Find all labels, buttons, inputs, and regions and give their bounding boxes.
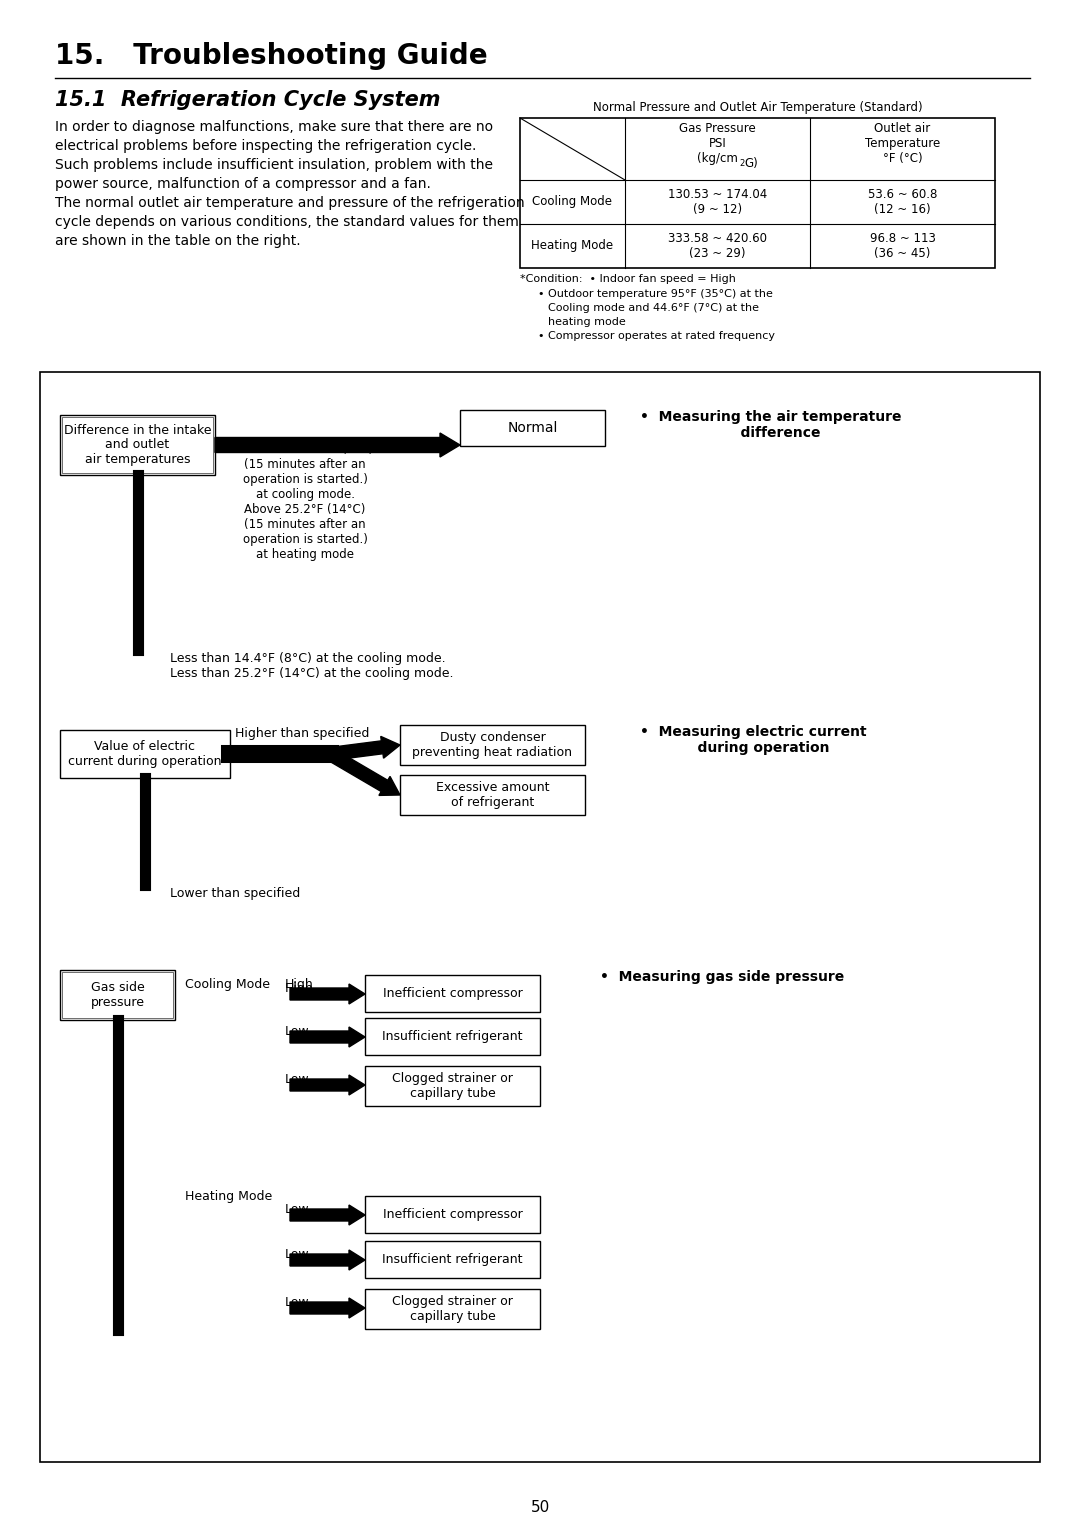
Text: Insufficient refrigerant: Insufficient refrigerant	[382, 1254, 523, 1266]
Text: Excessive amount
of refrigerant: Excessive amount of refrigerant	[435, 780, 550, 809]
Text: 15.   Troubleshooting Guide: 15. Troubleshooting Guide	[55, 43, 488, 70]
Text: Outlet air
Temperature
°F (°C): Outlet air Temperature °F (°C)	[865, 122, 940, 165]
Text: Such problems include insufficient insulation, problem with the: Such problems include insufficient insul…	[55, 157, 492, 173]
Polygon shape	[291, 1298, 365, 1318]
Text: Low: Low	[285, 1296, 310, 1309]
Text: Gas side
pressure: Gas side pressure	[91, 980, 145, 1009]
Polygon shape	[291, 983, 365, 1003]
Text: 53.6 ~ 60.8
(12 ~ 16): 53.6 ~ 60.8 (12 ~ 16)	[868, 188, 937, 215]
Text: Difference in the intake
and outlet
air temperatures: Difference in the intake and outlet air …	[64, 423, 212, 467]
Bar	[460, 411, 605, 446]
Bar	[519, 118, 995, 269]
Text: Low: Low	[285, 1025, 310, 1038]
Polygon shape	[291, 1028, 365, 1048]
Text: G): G)	[744, 157, 758, 169]
Polygon shape	[215, 434, 460, 457]
Text: High: High	[285, 982, 314, 996]
Text: Higher than specified: Higher than specified	[235, 727, 369, 741]
Text: Gas Pressure
PSI
(kg/cm: Gas Pressure PSI (kg/cm	[679, 122, 756, 165]
Text: •  Measuring electric current
    during operation: • Measuring electric current during oper…	[640, 725, 866, 756]
Text: Heating Mode: Heating Mode	[185, 1190, 272, 1203]
Text: Clogged strainer or
capillary tube: Clogged strainer or capillary tube	[392, 1072, 513, 1099]
Text: Cooling Mode: Cooling Mode	[185, 977, 270, 991]
Text: Low: Low	[285, 1203, 310, 1215]
Text: The normal outlet air temperature and pressure of the refrigeration: The normal outlet air temperature and pr…	[55, 195, 525, 211]
Text: 96.8 ~ 113
(36 ~ 45): 96.8 ~ 113 (36 ~ 45)	[869, 232, 935, 260]
Bar	[365, 976, 540, 1012]
Text: Heating Mode: Heating Mode	[531, 240, 613, 252]
Bar	[365, 1241, 540, 1278]
Text: • Outdoor temperature 95°F (35°C) at the: • Outdoor temperature 95°F (35°C) at the	[538, 289, 773, 299]
Text: Less than 14.4°F (8°C) at the cooling mode.
Less than 25.2°F (14°C) at the cooli: Less than 14.4°F (8°C) at the cooling mo…	[170, 652, 454, 680]
Text: Low: Low	[285, 1073, 310, 1086]
Bar	[400, 776, 585, 815]
Bar	[62, 973, 173, 1019]
Text: 130.53 ~ 174.04
(9 ~ 12): 130.53 ~ 174.04 (9 ~ 12)	[667, 188, 767, 215]
Bar	[400, 725, 585, 765]
Bar	[365, 1066, 540, 1106]
Polygon shape	[329, 736, 400, 760]
Text: •  Measuring the air temperature
    difference: • Measuring the air temperature differen…	[640, 411, 902, 440]
Text: Inefficient compressor: Inefficient compressor	[382, 986, 523, 1000]
Text: power source, malfunction of a compressor and a fan.: power source, malfunction of a compresso…	[55, 177, 431, 191]
Text: are shown in the table on the right.: are shown in the table on the right.	[55, 234, 300, 247]
Polygon shape	[291, 1075, 365, 1095]
Text: High: High	[285, 977, 314, 991]
Bar	[60, 415, 215, 475]
Text: Low: Low	[285, 1248, 310, 1261]
Text: electrical problems before inspecting the refrigeration cycle.: electrical problems before inspecting th…	[55, 139, 476, 153]
Bar	[60, 970, 175, 1020]
Text: cycle depends on various conditions, the standard values for them: cycle depends on various conditions, the…	[55, 215, 518, 229]
Text: 50: 50	[530, 1500, 550, 1515]
Text: 15.1  Refrigeration Cycle System: 15.1 Refrigeration Cycle System	[55, 90, 441, 110]
Text: 2: 2	[740, 159, 745, 168]
Text: Inefficient compressor: Inefficient compressor	[382, 1208, 523, 1222]
Text: Lower than specified: Lower than specified	[170, 887, 300, 899]
Text: Normal Pressure and Outlet Air Temperature (Standard): Normal Pressure and Outlet Air Temperatu…	[593, 101, 922, 115]
Text: Dusty condenser
preventing heat radiation: Dusty condenser preventing heat radiatio…	[413, 731, 572, 759]
Text: Cooling mode and 44.6°F (7°C) at the: Cooling mode and 44.6°F (7°C) at the	[548, 302, 759, 313]
Text: Insufficient refrigerant: Insufficient refrigerant	[382, 1031, 523, 1043]
Text: Clogged strainer or
capillary tube: Clogged strainer or capillary tube	[392, 1295, 513, 1322]
Text: More than 14.4°F (8°C)
(15 minutes after an
operation is started.)
at cooling mo: More than 14.4°F (8°C) (15 minutes after…	[237, 443, 374, 560]
Polygon shape	[291, 1205, 365, 1225]
Bar	[365, 1019, 540, 1055]
Text: Cooling Mode: Cooling Mode	[532, 195, 612, 209]
Text: 333.58 ~ 420.60
(23 ~ 29): 333.58 ~ 420.60 (23 ~ 29)	[669, 232, 767, 260]
Text: In order to diagnose malfunctions, make sure that there are no: In order to diagnose malfunctions, make …	[55, 121, 494, 134]
Polygon shape	[327, 748, 400, 796]
Bar	[60, 730, 230, 777]
Text: heating mode: heating mode	[548, 318, 625, 327]
Text: *Condition:  • Indoor fan speed = High: *Condition: • Indoor fan speed = High	[519, 273, 735, 284]
Bar	[62, 417, 213, 473]
Text: Normal: Normal	[508, 421, 557, 435]
Polygon shape	[291, 1251, 365, 1270]
Bar	[40, 373, 1040, 1461]
Text: •  Measuring gas side pressure: • Measuring gas side pressure	[600, 970, 845, 983]
Text: • Compressor operates at rated frequency: • Compressor operates at rated frequency	[538, 331, 775, 341]
Text: Value of electric
current during operation: Value of electric current during operati…	[68, 741, 221, 768]
Bar	[365, 1289, 540, 1328]
Bar	[365, 1196, 540, 1232]
